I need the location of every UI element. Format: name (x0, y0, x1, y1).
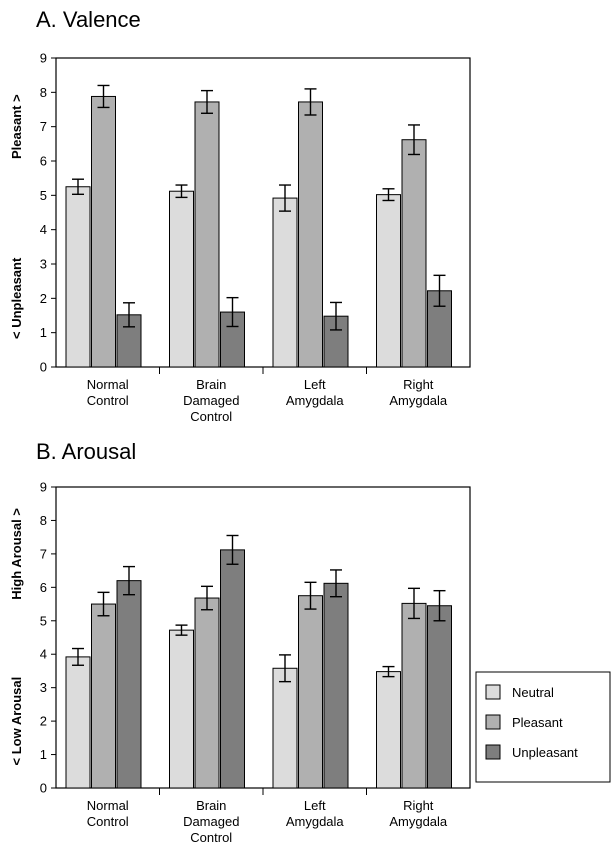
panel-a-category-label: Normal (87, 377, 129, 392)
panel-b-bar-neutral (65, 656, 91, 789)
panel-a-y-tick-label: 6 (40, 154, 47, 169)
panel-b-y-tick-label: 8 (40, 513, 47, 528)
panel-a-y-tick-label: 1 (40, 325, 47, 340)
panel-b-y-tick-label: 2 (40, 714, 47, 729)
panel-b-category-label: Normal (87, 798, 129, 813)
panel-a-ylabel-bottom: < Unpleasant (9, 257, 24, 339)
legend-swatch-neutral (485, 684, 501, 700)
panel-a-y-tick-label: 5 (40, 188, 47, 203)
panel-a-y-tick-label: 9 (40, 51, 47, 66)
panel-b-bar-pleasant (91, 603, 116, 789)
panel-b-y-tick-label: 1 (40, 747, 47, 762)
panel-a-title: A. Valence (36, 7, 141, 32)
panel-b-y-tick-label: 0 (40, 781, 47, 796)
panel-a-bar-neutral (376, 194, 401, 368)
panel-a-y-tick-label: 4 (40, 222, 47, 237)
panel-a-y-tick-label: 7 (40, 119, 47, 134)
panel-b-bar-unpleasant (220, 549, 245, 789)
panel-b-ylabel-bottom: < Low Arousal (9, 677, 24, 766)
panel-a-y-tick-label: 0 (40, 360, 47, 375)
panel-a-bar-neutral (272, 197, 298, 368)
panel-b-category-label: Amygdala (286, 814, 345, 829)
panel-a-ylabel-top: Pleasant > (9, 94, 24, 159)
panel-a-bar-pleasant (298, 101, 323, 368)
panel-b-y-tick-label: 7 (40, 546, 47, 561)
panel-a-category-label: Right (403, 377, 434, 392)
panel-b-bar-neutral (272, 667, 298, 789)
panel-a-category-label: Amygdala (286, 393, 345, 408)
panel-a-bar-pleasant (401, 139, 427, 368)
panel-b-bar-pleasant (194, 597, 220, 789)
legend-swatch-pleasant (485, 714, 501, 730)
legend-label-pleasant: Pleasant (512, 715, 563, 730)
panel-a-category-label: Control (190, 409, 232, 424)
panel-b-title: B. Arousal (36, 439, 136, 464)
panel-a-category-label: Brain (196, 377, 226, 392)
panel-b-category-label: Control (190, 830, 232, 845)
panel-b-category-label: Left (304, 798, 326, 813)
panel-a-y-tick-label: 3 (40, 257, 47, 272)
panel-a-bar-pleasant (91, 95, 116, 368)
legend-label-neutral: Neutral (512, 685, 554, 700)
legend-label-unpleasant: Unpleasant (512, 745, 578, 760)
panel-b-bar-pleasant (401, 602, 427, 789)
panel-a-category-label: Damaged (183, 393, 239, 408)
panel-a-bar-neutral (169, 190, 194, 368)
panel-b-y-tick-label: 3 (40, 680, 47, 695)
panel-b-bar-neutral (169, 629, 194, 789)
panel-b-y-tick-label: 4 (40, 647, 47, 662)
panel-b-category-label: Brain (196, 798, 226, 813)
panel-b-category-label: Right (403, 798, 434, 813)
panel-b-category-label: Control (87, 814, 129, 829)
panel-b-bar-pleasant (298, 595, 323, 789)
panel-a-bar-pleasant (194, 101, 220, 368)
panel-a-y-tick-label: 8 (40, 85, 47, 100)
panel-b-bar-unpleasant (323, 582, 349, 789)
panel-a-category-label: Left (304, 377, 326, 392)
panel-b-y-tick-label: 6 (40, 580, 47, 595)
panel-b-bar-unpleasant (427, 605, 452, 789)
panel-b-category-label: Amygdala (389, 814, 448, 829)
panel-a-y-tick-label: 2 (40, 291, 47, 306)
panel-b-y-tick-label: 5 (40, 613, 47, 628)
panel-a-category-label: Control (87, 393, 129, 408)
panel-b-category-label: Damaged (183, 814, 239, 829)
legend-swatch-unpleasant (485, 744, 501, 760)
panel-b-y-tick-label: 9 (40, 480, 47, 495)
panel-a-bar-neutral (65, 186, 91, 368)
panel-a-category-label: Amygdala (389, 393, 448, 408)
panel-b-ylabel-top: High Arousal > (9, 508, 24, 600)
panel-b-bar-neutral (376, 671, 401, 789)
panel-b-bar-unpleasant (116, 580, 142, 789)
panel-a-bar-unpleasant (116, 314, 142, 368)
